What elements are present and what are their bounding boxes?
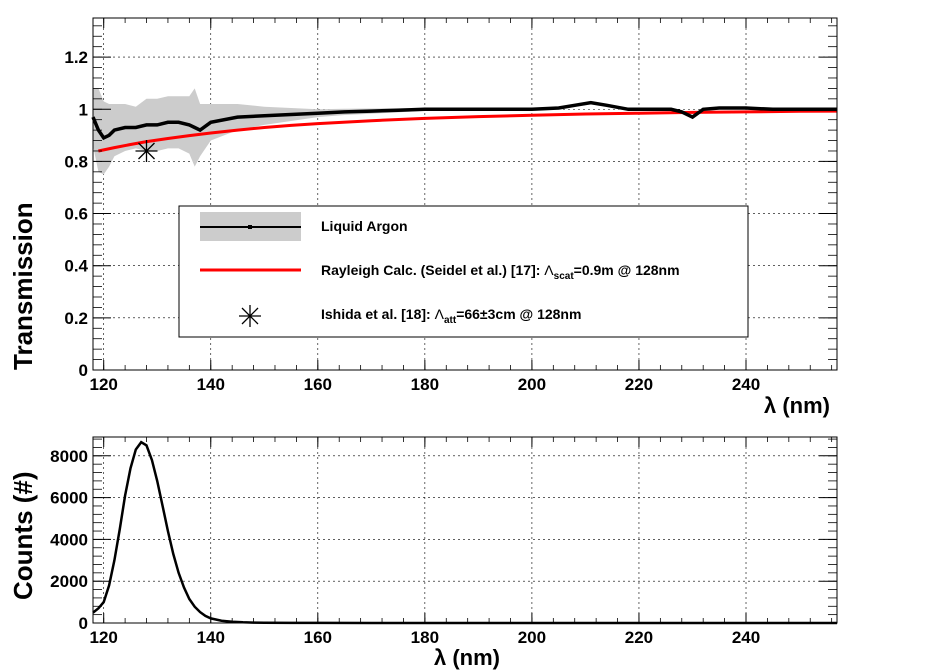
transmission-x-axis-title: λ (nm) bbox=[764, 393, 830, 418]
legend-item-rayleigh: Rayleigh Calc. (Seidel et al.) [17]: Λsc… bbox=[200, 262, 680, 282]
counts-y-tick-label: 4000 bbox=[50, 530, 88, 549]
legend-item-ishida: Ishida et al. [18]: Λatt=66±3cm @ 128nm bbox=[239, 305, 581, 327]
counts-plot-frame bbox=[93, 437, 837, 623]
counts-x-tick-label: 140 bbox=[197, 628, 225, 647]
counts-x-tick-label: 180 bbox=[411, 628, 439, 647]
legend-label-ishida: Ishida et al. [18]: Λatt=66±3cm @ 128nm bbox=[321, 306, 581, 326]
legend-item-liquid-argon: Liquid Argon bbox=[200, 212, 408, 241]
transmission-y-tick-label: 0.2 bbox=[64, 309, 88, 328]
transmission-y-tick-label: 1 bbox=[79, 100, 88, 119]
counts-y-axis-title: Counts (#) bbox=[8, 471, 38, 600]
ishida-star-stroke bbox=[138, 142, 155, 160]
transmission-panel: 120 140 160 180 200 220 240 0 0.2 0.4 0.6 0.8 1 1.2 λ… bbox=[8, 17, 838, 418]
transmission-series bbox=[91, 100, 838, 162]
rayleigh-line bbox=[98, 109, 838, 153]
legend-swatch-marker bbox=[248, 225, 252, 229]
transmission-x-tick-label: 180 bbox=[411, 375, 439, 394]
transmission-x-tick-label: 240 bbox=[732, 375, 760, 394]
transmission-y-tick-label: 0.4 bbox=[64, 257, 88, 276]
transmission-x-tick-label: 120 bbox=[90, 375, 118, 394]
transmission-x-tick-label: 220 bbox=[625, 375, 653, 394]
transmission-y-tick-label: 1.2 bbox=[64, 48, 88, 67]
liquid-argon-line bbox=[91, 100, 837, 141]
legend-star-marker bbox=[239, 305, 261, 327]
legend-label-liquid-argon: Liquid Argon bbox=[321, 218, 408, 234]
legend: Liquid Argon Rayleigh Calc. (Seidel et a… bbox=[178, 205, 749, 338]
counts-x-tick-label: 220 bbox=[625, 628, 653, 647]
transmission-y-axis-title: Transmission bbox=[8, 202, 38, 370]
ishida-star-point bbox=[135, 140, 158, 162]
transmission-x-tick-label: 160 bbox=[304, 375, 332, 394]
counts-x-tick-label: 160 bbox=[304, 628, 332, 647]
counts-y-tick-label: 8000 bbox=[50, 447, 88, 466]
counts-y-tick-label: 0 bbox=[79, 614, 88, 633]
counts-y-tick-label: 2000 bbox=[50, 572, 88, 591]
counts-ticks: 120 140 160 180 200 220 240 0 2000 4000 6000 8000 bbox=[50, 437, 837, 647]
transmission-x-tick-label: 200 bbox=[518, 375, 546, 394]
counts-x-tick-label: 120 bbox=[90, 628, 118, 647]
transmission-x-tick-label: 140 bbox=[197, 375, 225, 394]
transmission-ticks: 120 140 160 180 200 220 240 0 0.2 0.4 0.6 0.8 1 1.2 bbox=[64, 18, 837, 394]
counts-x-axis-title: λ (nm) bbox=[434, 645, 500, 670]
transmission-y-tick-label: 0.8 bbox=[64, 152, 88, 171]
transmission-y-tick-label: 0.6 bbox=[64, 205, 88, 224]
counts-x-tick-label: 240 bbox=[732, 628, 760, 647]
counts-x-tick-label: 200 bbox=[518, 628, 546, 647]
legend-label-rayleigh: Rayleigh Calc. (Seidel et al.) [17]: Λsc… bbox=[321, 262, 680, 282]
counts-y-tick-label: 6000 bbox=[50, 489, 88, 508]
transmission-y-tick-label: 0 bbox=[79, 361, 88, 380]
counts-panel: 120 140 160 180 200 220 240 0 2000 4000 6000 8000 λ… bbox=[8, 436, 838, 670]
